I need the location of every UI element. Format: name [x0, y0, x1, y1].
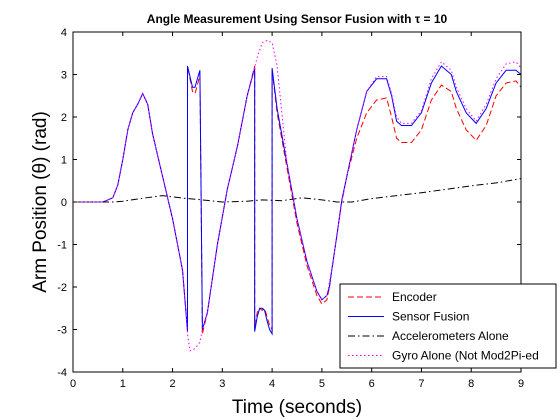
x-tick-label: 6: [369, 378, 375, 390]
y-tick-label: -1: [57, 240, 67, 252]
series-line-0: [73, 65, 522, 334]
y-tick-label: -3: [57, 325, 67, 337]
x-tick-label: 9: [518, 378, 524, 390]
legend-box: [339, 283, 557, 369]
x-tick-label: 5: [319, 378, 325, 390]
legend-label: Sensor Fusion: [392, 310, 469, 324]
plot-area: [73, 39, 522, 352]
x-tick-label: 1: [120, 378, 126, 390]
legend-label: Encoder: [392, 290, 437, 304]
axis-ticks: 0 1 2 3 4 5 6 7 8 9 -4 -3 -2 -1 0 1 2 3 4: [57, 27, 524, 390]
y-tick-label: 0: [61, 197, 67, 209]
chart-title: Angle Measurement Using Sensor Fusion wi…: [147, 12, 448, 26]
x-tick-label: 2: [169, 378, 175, 390]
y-tick-label: -4: [57, 367, 67, 379]
series-line-3: [73, 39, 522, 352]
y-tick-label: 2: [61, 112, 67, 124]
y-tick-label: 4: [61, 27, 67, 39]
x-tick-label: 7: [418, 378, 424, 390]
x-tick-label: 3: [219, 378, 225, 390]
series-line-1: [73, 65, 522, 336]
series-line-2: [73, 178, 522, 203]
legend-label: Accelerometers Alone: [392, 329, 509, 343]
legend: Encoder Sensor Fusion Accelerometers Alone…: [339, 283, 557, 369]
y-tick-label: 3: [61, 70, 67, 82]
x-tick-label: 8: [468, 378, 474, 390]
x-axis-label: Time (seconds): [232, 397, 362, 418]
x-tick-label: 4: [269, 378, 275, 390]
y-tick-label: 1: [61, 155, 67, 167]
x-tick-label: 0: [70, 378, 76, 390]
y-tick-label: -2: [57, 282, 67, 294]
y-axis-label: Arm Position (θ) (rad): [30, 111, 51, 293]
legend-label: Gyro Alone (Not Mod2Pi-ed: [392, 349, 539, 363]
